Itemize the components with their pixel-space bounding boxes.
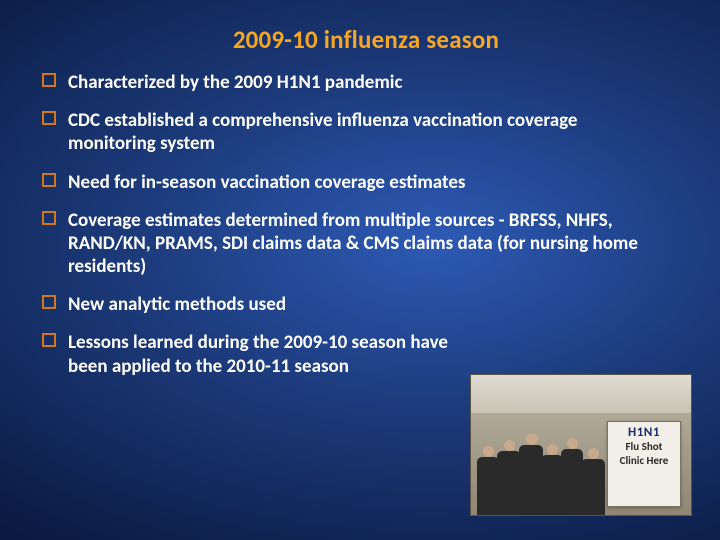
bullet-text: Characterized by the 2009 H1N1 pandemic (68, 71, 402, 94)
photo-person-head (483, 446, 494, 457)
bullet-list: Characterized by the 2009 H1N1 pandemic … (42, 71, 690, 378)
sign-line: Clinic Here (620, 455, 669, 467)
slide-container: 2009-10 influenza season Characterized b… (0, 0, 720, 540)
photo-person-head (588, 448, 599, 459)
bullet-item: Need for in-season vaccination coverage … (42, 171, 662, 194)
photo-person-head (567, 438, 578, 449)
photo-ceiling (471, 375, 691, 413)
bullet-text: Need for in-season vaccination coverage … (68, 171, 466, 194)
bullet-text: CDC established a comprehensive influenz… (68, 109, 577, 155)
photo-person-head (547, 444, 558, 455)
embedded-photo: H1N1 Flu Shot Clinic Here (470, 374, 692, 516)
bullet-marker-icon (42, 73, 56, 87)
sign-header: H1N1 (628, 426, 660, 439)
bullet-text: Lessons learned during the 2009-10 seaso… (68, 331, 448, 377)
photo-sign: H1N1 Flu Shot Clinic Here (607, 421, 681, 507)
photo-person-head (526, 433, 538, 445)
bullet-item: Lessons learned during the 2009-10 seaso… (42, 331, 462, 377)
bullet-item: CDC established a comprehensive influenz… (42, 109, 662, 155)
photo-person (519, 445, 543, 515)
bullet-marker-icon (42, 173, 56, 187)
bullet-marker-icon (42, 333, 56, 347)
slide-title: 2009-10 influenza season (42, 24, 690, 55)
photo-person (497, 451, 521, 515)
photo-person (581, 459, 605, 515)
photo-person (477, 457, 499, 515)
bullet-item: New analytic methods used (42, 293, 662, 316)
bullet-marker-icon (42, 111, 56, 125)
sign-line: Flu Shot (626, 441, 663, 453)
bullet-item: Coverage estimates determined from multi… (42, 209, 662, 279)
photo-person (541, 455, 563, 515)
bullet-marker-icon (42, 295, 56, 309)
bullet-text: New analytic methods used (68, 293, 286, 316)
photo-person (561, 449, 583, 515)
bullet-text: Coverage estimates determined from multi… (68, 209, 638, 278)
photo-person-head (504, 440, 515, 451)
bullet-marker-icon (42, 211, 56, 225)
bullet-item: Characterized by the 2009 H1N1 pandemic (42, 71, 662, 94)
